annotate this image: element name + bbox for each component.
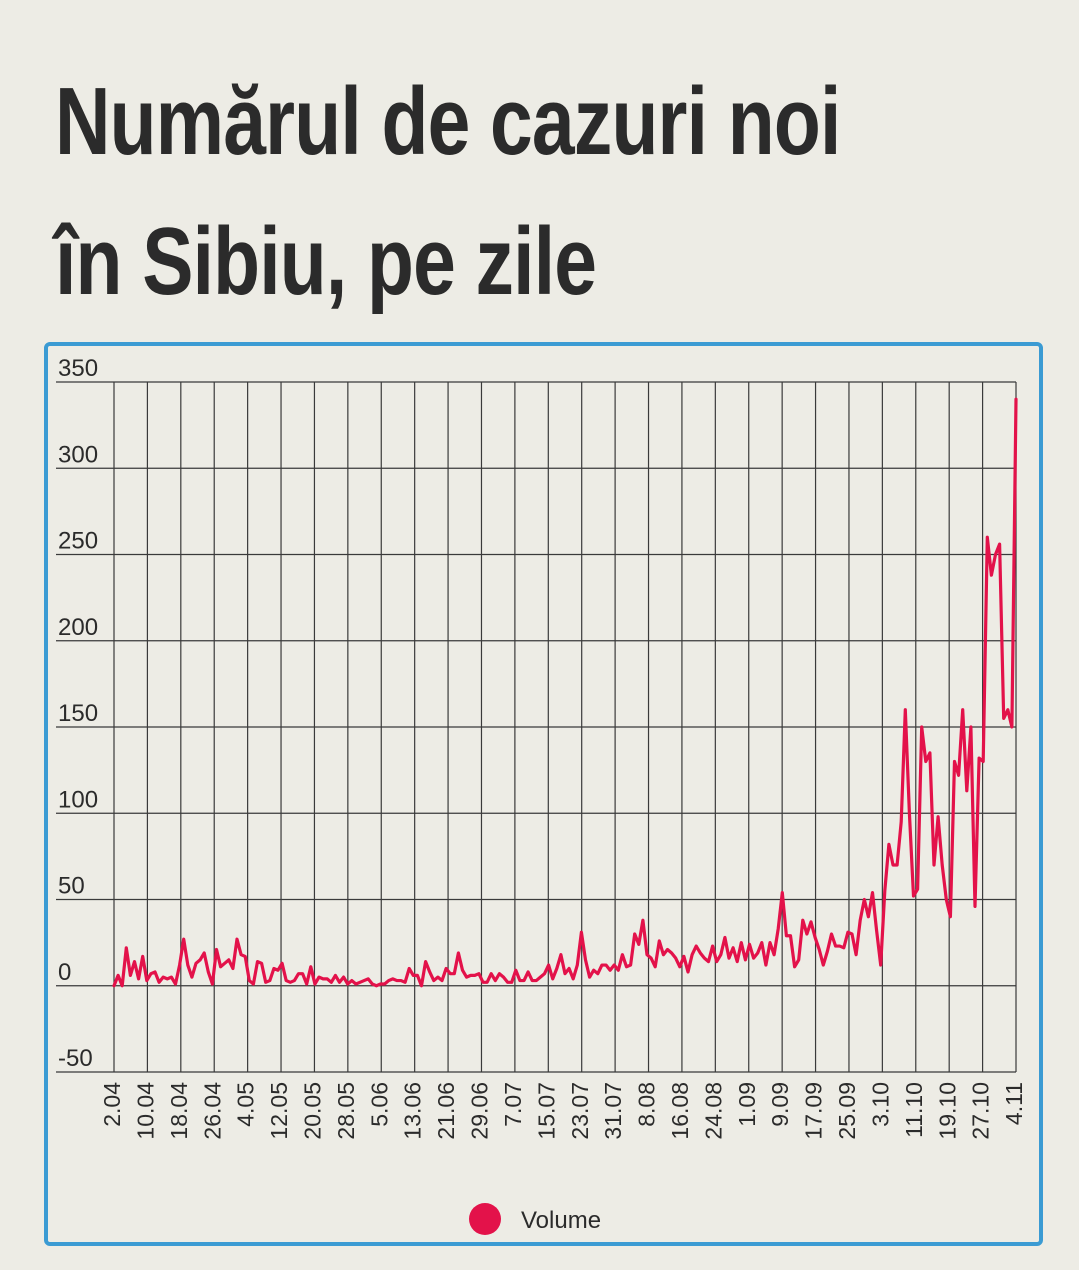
x-tick-label: 27.10 [968,1082,994,1140]
y-tick-label: 100 [58,786,98,813]
y-tick-label: 50 [58,873,85,900]
x-tick-label: 31.07 [600,1082,626,1140]
legend-label: Volume [521,1207,601,1234]
y-tick-label: -50 [58,1045,93,1072]
y-tick-label: 300 [58,441,98,468]
page-title: Numărul de cazuri noi în Sibiu, pe zile [55,68,841,315]
x-tick-label: 25.09 [834,1082,860,1140]
chart-panel: 350 300 250 200 150 100 50 0 -50 2.04 10.04 18.04 26… [44,342,1043,1246]
x-tick-label: 23.07 [567,1082,593,1140]
x-tick-label: 5.06 [366,1082,392,1127]
x-tick-label: 7.07 [500,1082,526,1127]
x-tick-label: 3.10 [867,1082,893,1127]
x-tick-label: 19.10 [934,1082,960,1140]
line-chart: 350 300 250 200 150 100 50 0 -502.04 10.04 18.04 26… [56,355,1027,1235]
series-line-volume [112,397,1018,988]
y-tick-label: 350 [58,355,98,382]
y-tick-label: 250 [58,528,98,555]
x-tick-label: 15.07 [533,1082,559,1140]
x-tick-label: 4.11 [1001,1082,1027,1125]
x-tick-label: 10.04 [132,1082,158,1140]
x-tick-label: 28.05 [333,1082,359,1140]
x-tick-label: 18.04 [166,1082,192,1140]
y-tick-label: 0 [58,959,71,986]
x-tick-label: 13.06 [400,1082,426,1140]
x-tick-label: 2.04 [99,1082,125,1127]
x-tick-label: 21.06 [433,1082,459,1140]
legend-marker [469,1203,501,1235]
y-tick-label: 150 [58,700,98,727]
x-tick-label: 11.10 [901,1082,927,1138]
x-tick-label: 1.09 [734,1082,760,1127]
y-tick-label: 200 [58,614,98,641]
x-tick-label: 12.05 [266,1082,292,1140]
x-tick-label: 16.08 [667,1082,693,1140]
x-tick-label: 24.08 [700,1082,726,1140]
x-tick-label: 9.09 [767,1082,793,1127]
x-tick-label: 20.05 [300,1082,326,1140]
x-tick-label: 26.04 [199,1082,225,1140]
x-tick-label: 8.08 [634,1082,660,1127]
x-tick-label: 4.05 [233,1082,259,1127]
x-tick-label: 29.06 [467,1082,493,1140]
x-tick-label: 17.09 [801,1082,827,1140]
